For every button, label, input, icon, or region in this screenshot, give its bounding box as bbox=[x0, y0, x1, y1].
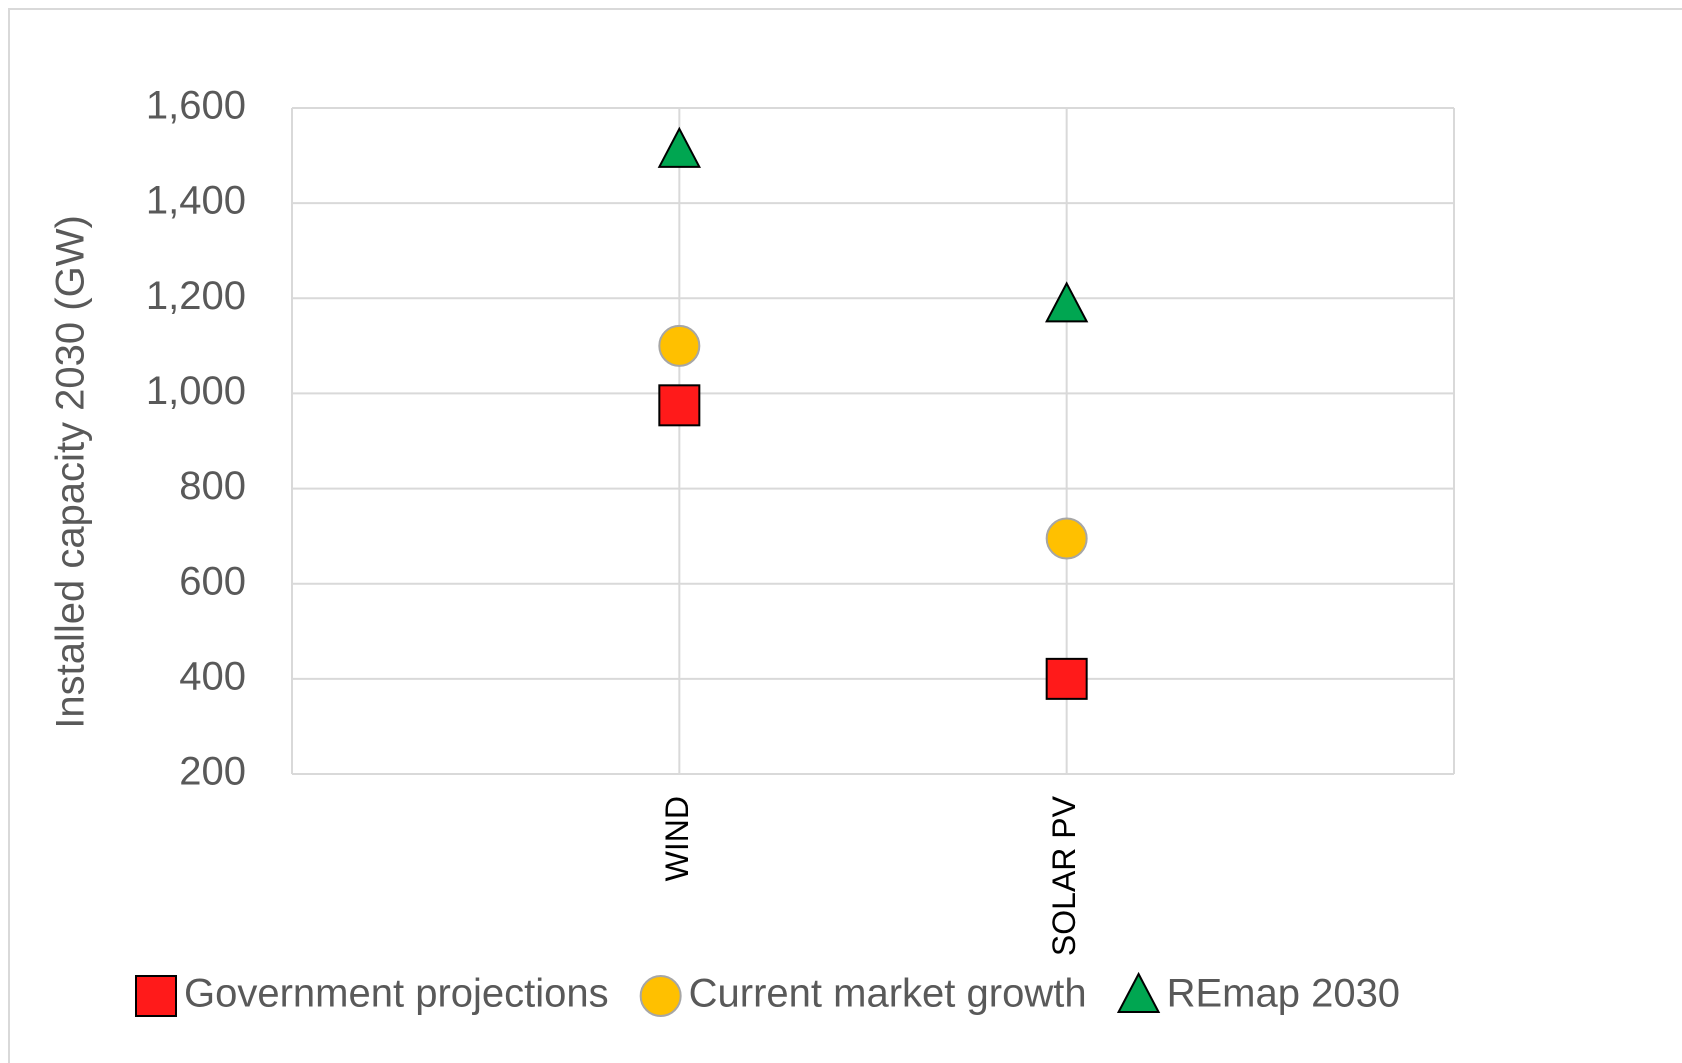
legend-label: Government projections bbox=[184, 972, 609, 1016]
marker-triangle bbox=[1045, 281, 1089, 323]
legend-label: REmap 2030 bbox=[1167, 972, 1400, 1016]
marker-square bbox=[658, 384, 701, 427]
marker-square bbox=[1045, 657, 1088, 700]
y-tick-label: 400 bbox=[179, 654, 246, 698]
y-tick-label: 1,200 bbox=[146, 274, 246, 318]
marker-circle bbox=[1045, 517, 1088, 560]
y-tick-label: 800 bbox=[179, 464, 246, 508]
y-tick-label: 1,000 bbox=[146, 369, 246, 413]
marker-circle bbox=[658, 324, 701, 367]
x-tick-label: SOLAR PV bbox=[1046, 795, 1082, 956]
marker-square bbox=[135, 975, 177, 1017]
marker-triangle bbox=[1116, 971, 1161, 1013]
y-tick-label: 200 bbox=[179, 750, 246, 794]
y-axis-title: Installed capacity 2030 (GW) bbox=[49, 215, 93, 729]
y-tick-label: 600 bbox=[179, 559, 246, 603]
chart-border bbox=[8, 8, 1682, 1063]
y-tick-label: 1,400 bbox=[146, 179, 246, 223]
legend-label: Current market growth bbox=[689, 972, 1087, 1016]
marker-circle bbox=[639, 975, 682, 1017]
x-tick-label: WIND bbox=[659, 796, 695, 881]
y-tick-label: 1,600 bbox=[146, 84, 246, 128]
marker-triangle bbox=[657, 126, 701, 168]
